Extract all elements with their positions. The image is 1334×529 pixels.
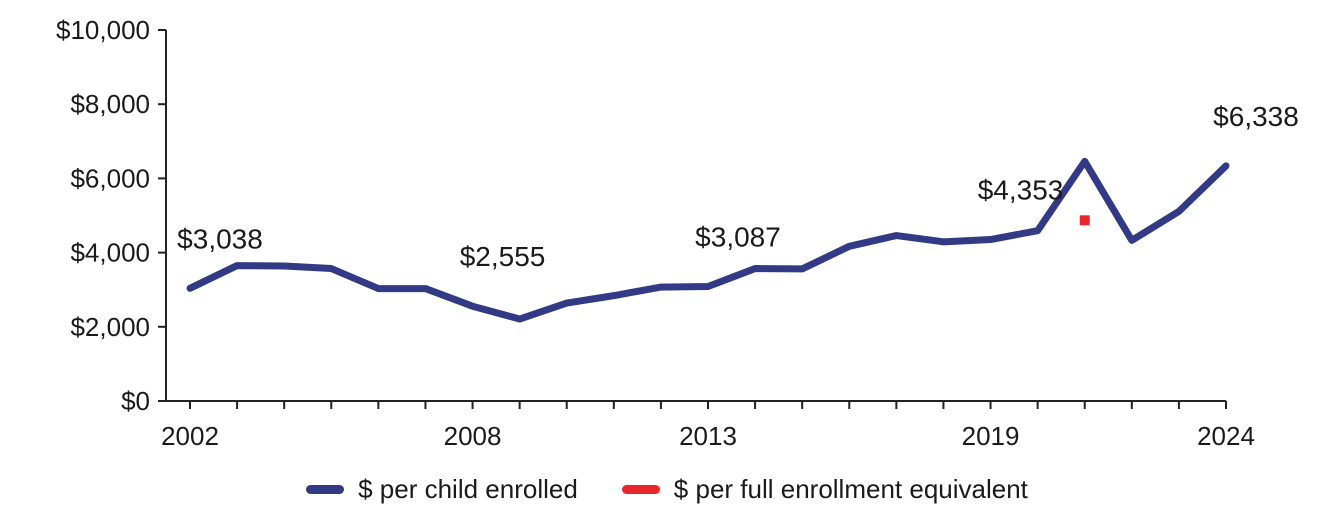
legend-item-per-child-enrolled: $ per child enrolled bbox=[306, 474, 578, 505]
line-chart: $0$2,000$4,000$6,000$8,000$10,000 2002 20… bbox=[56, 15, 1299, 451]
data-label: $3,038 bbox=[177, 223, 263, 254]
legend-swatch-per-child-enrolled bbox=[306, 485, 345, 494]
data-labels: $3,038 $2,555 $3,087 $4,353 $6,338 bbox=[177, 101, 1299, 272]
y-tick-label: $4,000 bbox=[70, 238, 150, 268]
x-axis-ticks: 2002 2008 2013 2019 2024 bbox=[161, 401, 1255, 451]
data-label: $4,353 bbox=[978, 175, 1064, 206]
y-axis-ticks: $0 $2,000 $4,000 $6,000 $8,000 $10,000 bbox=[56, 15, 166, 416]
chart-axes bbox=[165, 30, 1226, 402]
x-tick-label: 2013 bbox=[679, 421, 737, 451]
y-tick-label: $8,000 bbox=[70, 89, 150, 119]
series-layer bbox=[186, 157, 1230, 323]
y-tick-label: $0 bbox=[121, 386, 150, 416]
chart-legend: $ per child enrolled $ per full enrollme… bbox=[0, 474, 1334, 505]
marker-per-full-enrollment-equivalent bbox=[1079, 215, 1090, 226]
x-tick-label: 2008 bbox=[444, 421, 502, 451]
x-tick-label: 2024 bbox=[1197, 421, 1255, 451]
data-label: $3,087 bbox=[695, 221, 781, 252]
y-tick-label: $2,000 bbox=[70, 312, 150, 342]
legend-label-per-full-enrollment-equivalent: $ per full enrollment equivalent bbox=[673, 474, 1028, 504]
y-tick-label: $10,000 bbox=[56, 15, 150, 45]
legend-swatch-per-full-enrollment-equivalent bbox=[621, 485, 660, 494]
legend-item-per-full-enrollment-equivalent: $ per full enrollment equivalent bbox=[621, 474, 1028, 505]
y-tick-label: $6,000 bbox=[70, 163, 150, 193]
data-label: $6,338 bbox=[1213, 101, 1299, 132]
x-tick-label: 2019 bbox=[962, 421, 1020, 451]
x-tick-label: 2002 bbox=[161, 421, 219, 451]
legend-label-per-child-enrolled: $ per child enrolled bbox=[358, 474, 578, 504]
data-label: $2,555 bbox=[460, 241, 546, 272]
